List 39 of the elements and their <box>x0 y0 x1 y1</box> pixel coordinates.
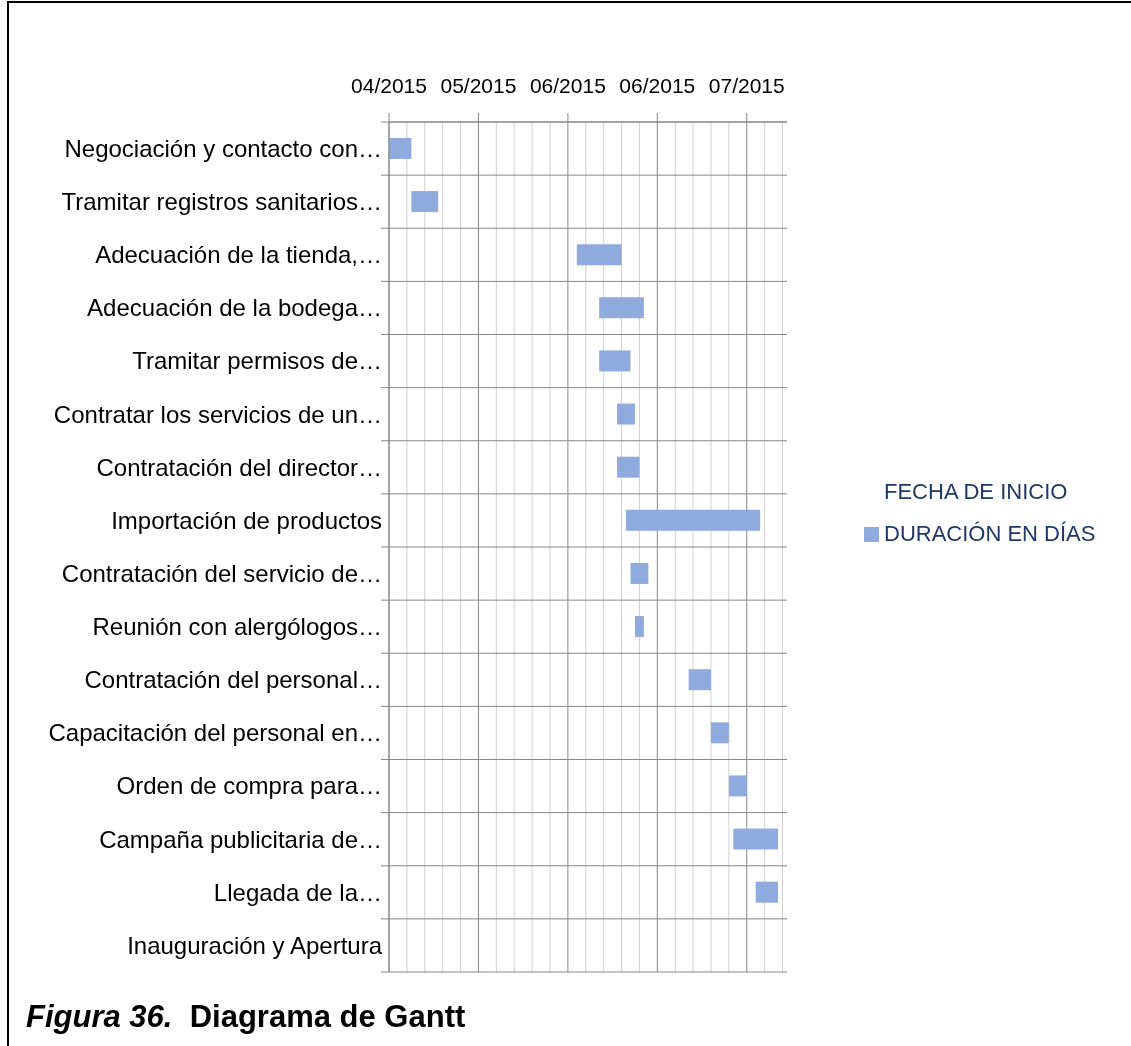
x-tick-label: 04/2015 <box>351 74 427 97</box>
bar <box>599 350 631 372</box>
y-tick-label: Adecuación de la bodega… <box>87 294 382 322</box>
text: Figura 36. Diagrama de Gantt <box>26 999 466 1034</box>
y-tick-label: Contratar los servicios de un… <box>53 400 382 428</box>
y-tick-label: Reunión con alergólogos… <box>92 613 382 641</box>
y-tick-label: Capacitación del personal en… <box>48 719 382 747</box>
bar <box>626 509 761 531</box>
bar <box>576 244 622 266</box>
bar <box>617 456 640 478</box>
bar <box>755 881 779 903</box>
y-tick-label: Contratación del personal… <box>84 666 382 694</box>
y-tick-label: Negociación y contacto con… <box>64 134 382 162</box>
y-tick-label: Adecuación de la tienda,… <box>95 241 382 269</box>
bar <box>733 828 779 850</box>
bar <box>634 616 644 638</box>
x-tick-label: 06/2015 <box>619 74 696 97</box>
bar <box>710 722 729 744</box>
bar <box>411 191 439 213</box>
x-tick-label: 07/2015 <box>708 74 785 97</box>
bar <box>599 297 644 319</box>
y-tick-label: Llegada de la… <box>213 878 382 906</box>
bar <box>389 137 412 159</box>
y-tick-label: Orden de compra para… <box>116 772 382 800</box>
y-tick-label: Tramitar permisos de… <box>132 347 382 375</box>
y-tick-label: Campaña publicitaria de… <box>99 825 382 853</box>
y-tick-label: Tramitar registros sanitarios… <box>61 188 382 216</box>
bar <box>728 775 747 797</box>
bar <box>617 403 635 425</box>
y-tick-label: Importación de productos <box>111 506 382 534</box>
x-tick-label: 06/2015 <box>529 74 606 97</box>
y-tick-label: Contratación del director… <box>96 453 382 481</box>
y-tick-label: Contratación del servicio de… <box>61 559 382 587</box>
x-tick-label: 05/2015 <box>440 74 517 97</box>
bar <box>630 562 649 584</box>
bar <box>688 669 711 691</box>
text: FECHA DE INICIO <box>884 479 1068 505</box>
y-tick-label: Inauguración y Apertura <box>127 931 383 959</box>
legend-label: DURACIÓN EN DÍAS <box>884 521 1096 547</box>
